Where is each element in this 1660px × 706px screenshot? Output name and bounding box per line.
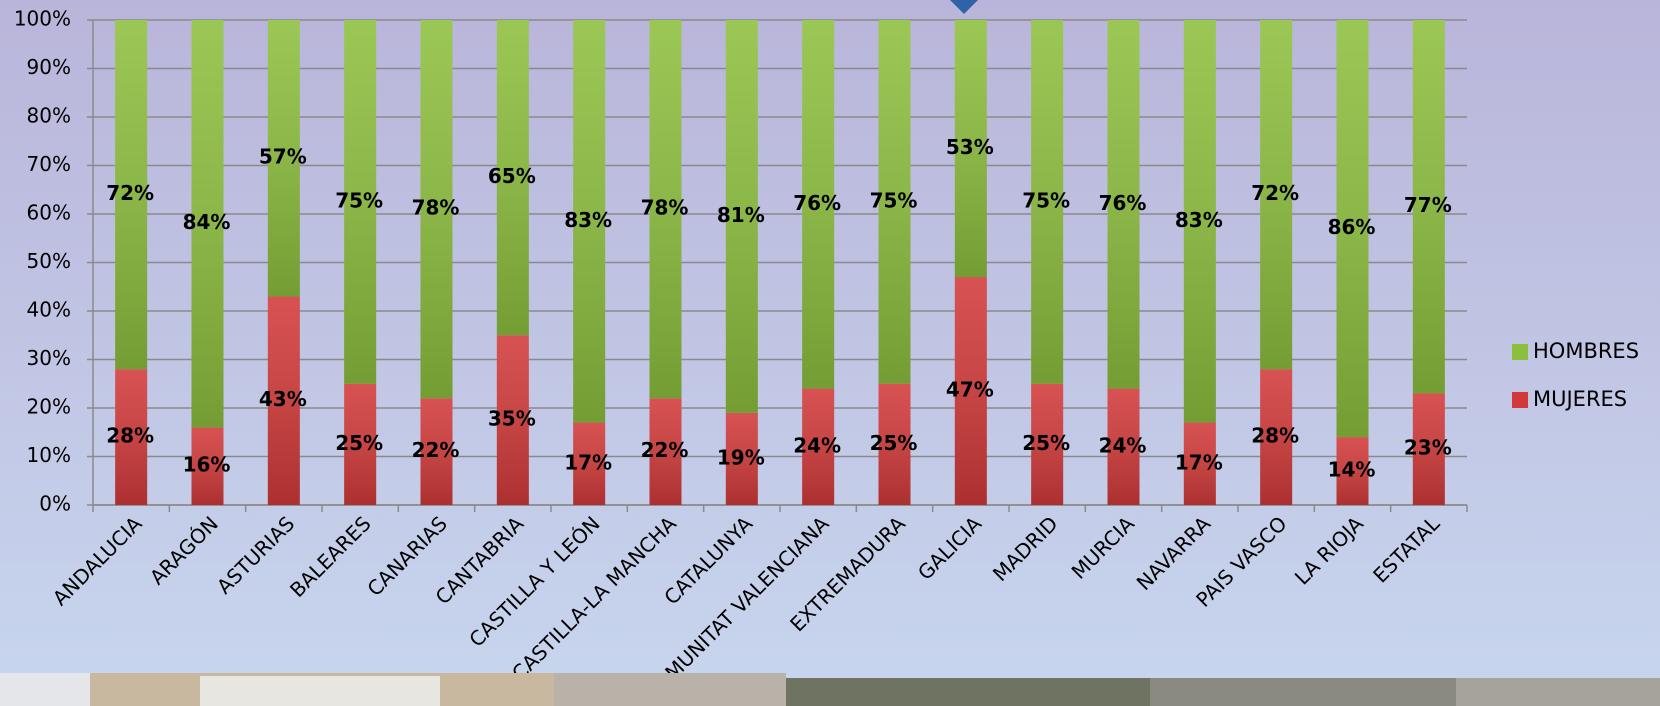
bar-shade (1031, 383, 1064, 505)
photo (200, 676, 440, 706)
bar-shade (878, 20, 911, 384)
bar-shade (1107, 20, 1140, 389)
bar-shade (1183, 422, 1216, 505)
y-tick-label: 0% (39, 492, 71, 516)
bar-shade (420, 398, 453, 505)
data-label: 83% (564, 208, 612, 232)
bar-shade (954, 20, 987, 278)
data-label: 75% (1022, 188, 1070, 212)
bar-shade (649, 20, 682, 399)
y-tick-label: 20% (27, 395, 71, 419)
data-label: 22% (641, 438, 689, 462)
marker-decoration (950, 0, 978, 14)
data-label: 78% (412, 196, 460, 220)
bar-shade (725, 412, 758, 505)
data-label: 47% (946, 378, 994, 402)
y-tick-label: 70% (27, 152, 71, 176)
legend-swatch (1512, 392, 1528, 408)
data-label: 19% (717, 445, 765, 469)
photo (554, 673, 786, 706)
y-tick-label: 90% (27, 55, 71, 79)
data-label: 76% (793, 191, 841, 215)
bar-shade (802, 388, 835, 505)
bar-shade (1260, 369, 1293, 505)
bar-shade (1412, 393, 1445, 505)
data-label: 78% (641, 196, 689, 220)
data-label: 86% (1328, 215, 1376, 239)
legend-label: MUJERES (1533, 387, 1627, 411)
data-label: 57% (259, 145, 307, 169)
data-label: 22% (412, 438, 460, 462)
y-tick-label: 60% (27, 201, 71, 225)
data-label: 75% (335, 188, 383, 212)
data-label: 35% (488, 407, 536, 431)
photo (1456, 678, 1660, 706)
photo (0, 673, 90, 706)
data-label: 25% (1022, 431, 1070, 455)
data-label: 53% (946, 135, 994, 159)
data-label: 81% (717, 203, 765, 227)
data-label: 24% (793, 433, 841, 457)
bar-shade (1260, 20, 1293, 370)
bar-shade (649, 398, 682, 505)
y-tick-label: 30% (27, 346, 71, 370)
bar-shade (1107, 388, 1140, 505)
bar-shade (344, 383, 377, 505)
y-tick-label: 50% (27, 249, 71, 273)
bar-shade (878, 383, 911, 505)
y-tick-label: 100% (14, 7, 71, 31)
bar-shade (1412, 20, 1445, 394)
bar-shade (1336, 437, 1369, 505)
bar-shade (420, 20, 453, 399)
photo (786, 678, 1150, 706)
bar-shade (573, 422, 606, 505)
data-label: 28% (1251, 424, 1299, 448)
data-label: 77% (1404, 193, 1452, 217)
bar-shade (496, 20, 529, 336)
data-label: 25% (870, 431, 918, 455)
bar-shade (1336, 20, 1369, 438)
y-tick-label: 40% (27, 298, 71, 322)
legend-swatch (1512, 344, 1528, 360)
bar-shade (191, 20, 224, 428)
legend-label: HOMBRES (1533, 339, 1639, 363)
bar-shade (267, 20, 300, 297)
data-label: 72% (1251, 181, 1299, 205)
bar-shade (573, 20, 606, 423)
bar-shade (1031, 20, 1064, 384)
bar-shade (115, 20, 148, 370)
bar-shade (191, 427, 224, 505)
data-label: 17% (1175, 450, 1223, 474)
data-label: 76% (1099, 191, 1147, 215)
bar-shade (802, 20, 835, 389)
data-label: 83% (1175, 208, 1223, 232)
data-label: 43% (259, 387, 307, 411)
photo-strip (0, 673, 1660, 706)
data-label: 65% (488, 164, 536, 188)
data-label: 16% (183, 453, 231, 477)
data-label: 23% (1404, 436, 1452, 460)
data-label: 72% (106, 181, 154, 205)
data-label: 84% (183, 210, 231, 234)
bar-shade (725, 20, 758, 413)
bar-shade (344, 20, 377, 384)
data-label: 75% (870, 188, 918, 212)
data-label: 24% (1099, 433, 1147, 457)
bar-shade (954, 277, 987, 505)
bar-shade (115, 369, 148, 505)
data-label: 14% (1328, 458, 1376, 482)
y-tick-label: 10% (27, 443, 71, 467)
y-tick-label: 80% (27, 104, 71, 128)
photo (1150, 678, 1456, 706)
bar-shade (267, 296, 300, 505)
bar-shade (1183, 20, 1216, 423)
bar-shade (496, 335, 529, 505)
data-label: 17% (564, 450, 612, 474)
data-label: 25% (335, 431, 383, 455)
data-label: 28% (106, 424, 154, 448)
